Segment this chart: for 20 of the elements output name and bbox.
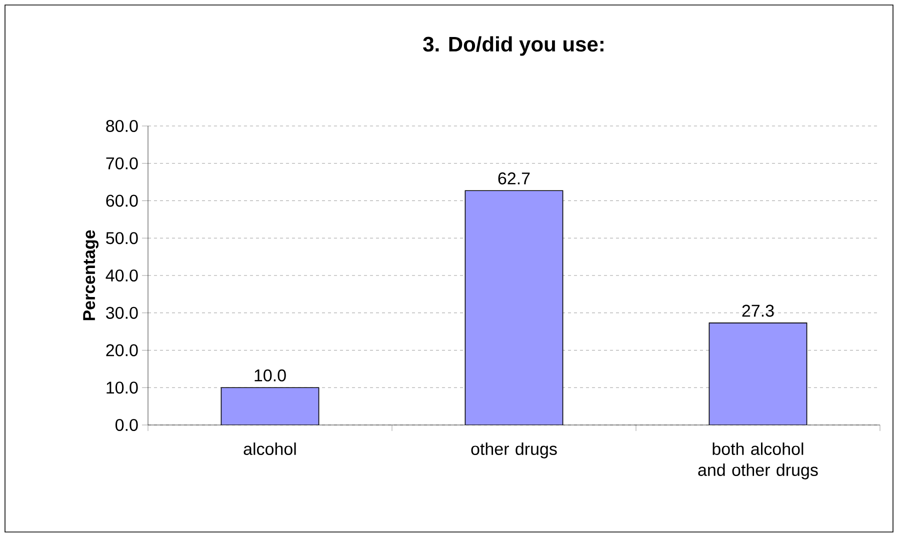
y-tick-label: 70.0 [106, 157, 138, 170]
x-tick-label: both alcohol and other drugs [698, 442, 818, 480]
y-tick-label: 0.0 [116, 418, 138, 432]
bar [464, 190, 564, 425]
y-tick-label: 20.0 [106, 344, 138, 356]
x-tick-label: alcohol [244, 442, 296, 456]
y-tick-label: 80.0 [106, 120, 138, 132]
data-label: 62.7 [498, 172, 530, 184]
bar [708, 322, 808, 425]
y-tick-label: 40.0 [106, 269, 138, 282]
data-label: 27.3 [742, 304, 774, 317]
y-tick-label: 60.0 [106, 194, 138, 207]
bar [220, 387, 320, 425]
y-tick-label: 30.0 [106, 306, 138, 319]
data-label: 10.0 [254, 369, 286, 382]
y-axis-title: Percentage [83, 230, 99, 320]
chart-title: 3. Do/did you use: [423, 36, 604, 56]
y-tick-label: 10.0 [106, 382, 138, 394]
x-tick-label: other drugs [471, 442, 557, 458]
y-tick-label: 50.0 [106, 232, 138, 244]
